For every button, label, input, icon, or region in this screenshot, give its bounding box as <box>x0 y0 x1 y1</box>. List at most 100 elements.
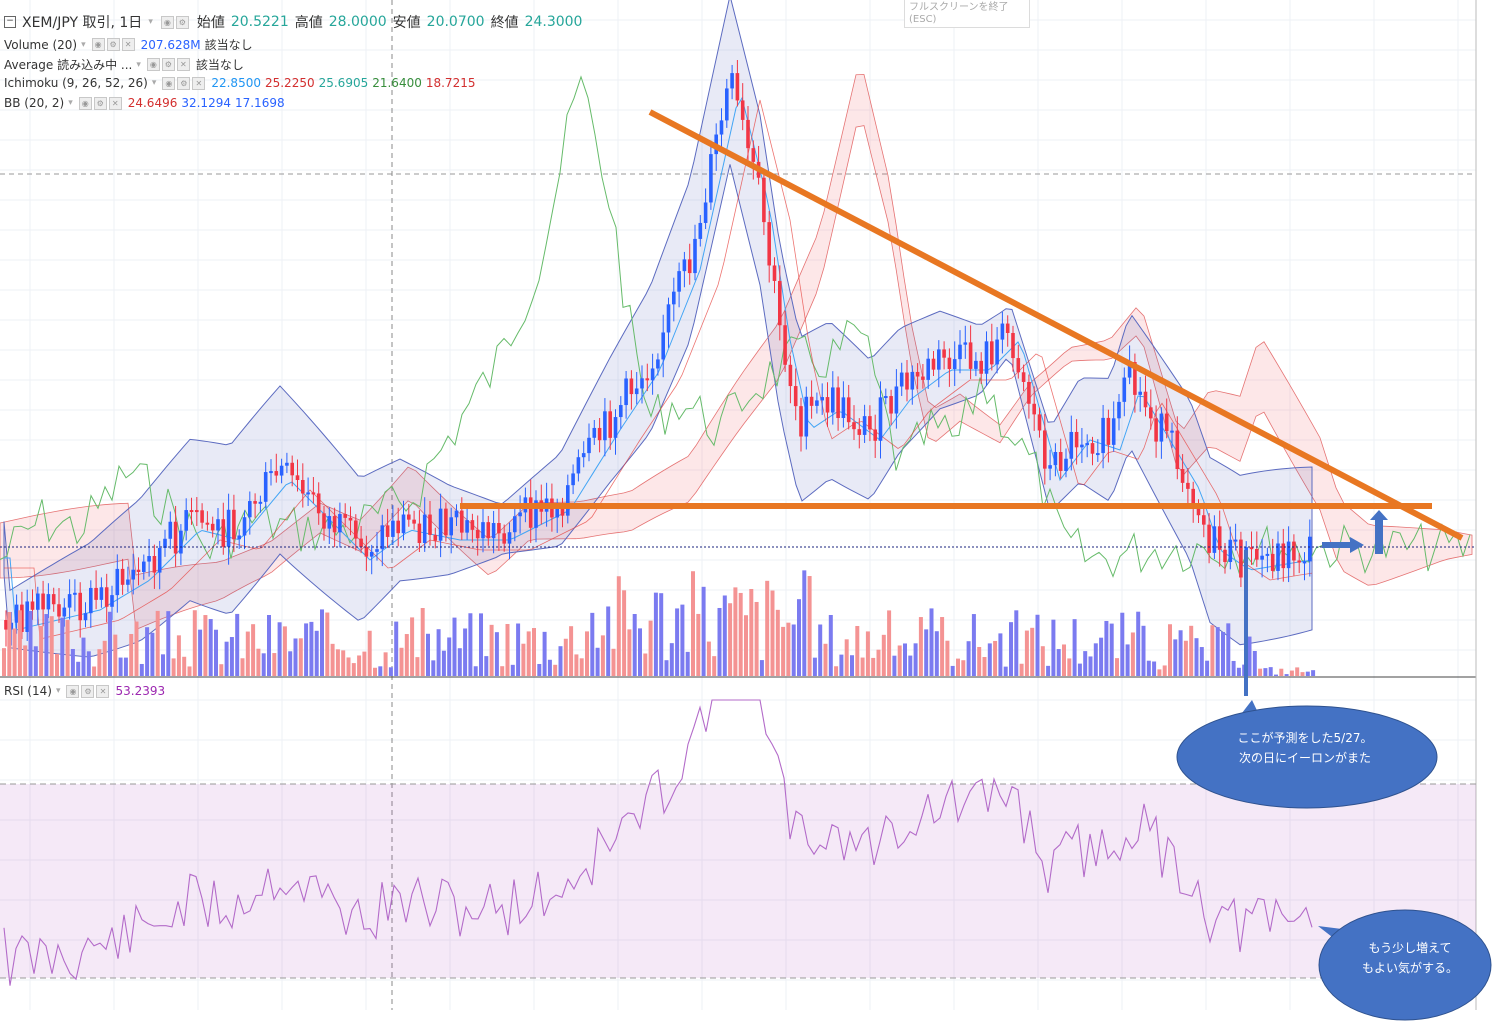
volume-bar <box>235 613 240 676</box>
eye-icon[interactable]: ◉ <box>78 96 92 110</box>
candle-body <box>937 349 941 370</box>
volume-bar <box>1189 625 1194 676</box>
candle-body <box>921 376 925 380</box>
volume-bar <box>277 622 282 676</box>
candle-body <box>279 465 284 476</box>
caret-down-icon[interactable]: ▾ <box>151 78 157 88</box>
symbol-controls[interactable]: ◉ ⚙ <box>160 15 189 29</box>
settings-icon[interactable]: ⚙ <box>81 684 95 698</box>
indicator-ichimoku[interactable]: Ichimoku (9, 26, 52, 26) ▾ ◉ ⚙ ✕ 22.8500 2… <box>4 76 475 90</box>
caret-down-icon[interactable]: ▾ <box>148 17 153 27</box>
settings-icon[interactable]: ⚙ <box>177 76 191 90</box>
indicator-volume[interactable]: Volume (20) ▾ ◉ ⚙ ✕ 207.628M 該当なし <box>4 36 253 53</box>
candle-body <box>290 462 294 476</box>
candle-body <box>189 510 194 513</box>
volume-bar <box>664 660 669 676</box>
candle-body <box>316 493 321 514</box>
indicator-controls[interactable]: ◉ ⚙ ✕ <box>146 58 190 71</box>
candle-body <box>873 429 877 441</box>
candle-body <box>1286 541 1291 569</box>
candle-body <box>412 519 416 524</box>
indicator-name[interactable]: Ichimoku (9, 26, 52, 26) <box>4 76 148 90</box>
candle-body <box>14 604 19 623</box>
caret-down-icon[interactable]: ▾ <box>136 59 141 70</box>
settings-icon[interactable]: ⚙ <box>175 15 189 29</box>
volume-bar <box>1231 660 1236 676</box>
indicator-name[interactable]: Average 読み込み中 ... <box>4 58 133 72</box>
indicator-controls[interactable]: ◉ ⚙ ✕ <box>91 38 135 51</box>
indicator-controls[interactable]: ◉ ⚙ ✕ <box>162 76 206 90</box>
volume-bar <box>86 651 91 676</box>
candle-body <box>322 513 326 529</box>
volume-bar <box>754 601 759 676</box>
close-icon[interactable]: ✕ <box>121 38 135 51</box>
volume-bar <box>102 640 107 676</box>
candle-body <box>269 471 273 474</box>
symbol-title[interactable]: XEM/JPY 取引, 1日 <box>22 15 143 31</box>
candle-body <box>513 516 517 533</box>
close-icon[interactable]: ✕ <box>176 58 190 71</box>
settings-icon[interactable]: ⚙ <box>93 96 107 110</box>
candle-body <box>656 359 660 369</box>
indicator-name[interactable]: Volume (20) <box>4 37 78 52</box>
volume-bar <box>351 663 356 676</box>
close-icon[interactable]: ✕ <box>96 684 110 698</box>
settings-icon[interactable]: ⚙ <box>106 38 120 51</box>
volume-bar <box>484 656 489 676</box>
candle-body <box>417 523 422 544</box>
volume-bar <box>76 661 81 676</box>
indicator-average[interactable]: Average 読み込み中 ... ▾ ◉ ⚙ ✕ 該当なし <box>4 56 244 73</box>
indicator-controls[interactable]: ◉ ⚙ ✕ <box>66 684 110 698</box>
volume-bar <box>17 610 22 676</box>
eye-icon[interactable]: ◉ <box>162 76 176 90</box>
volume-bar <box>28 610 33 676</box>
eye-icon[interactable]: ◉ <box>66 684 80 698</box>
indicator-value: 25.6905 <box>318 76 369 90</box>
volume-bar <box>675 608 680 676</box>
candle-body <box>1096 453 1100 456</box>
volume-bar <box>622 590 627 676</box>
candle-body <box>783 325 787 365</box>
candle-body <box>518 512 522 517</box>
candle-body <box>709 154 713 203</box>
candle-body <box>51 594 56 605</box>
caret-down-icon[interactable]: ▾ <box>81 39 86 50</box>
candle-body <box>1080 444 1084 448</box>
eye-icon[interactable]: ◉ <box>91 38 105 51</box>
volume-bar <box>834 666 839 676</box>
candle-body <box>910 371 915 390</box>
caret-down-icon[interactable]: ▾ <box>55 686 61 696</box>
candle-body <box>979 360 983 374</box>
indicator-rsi[interactable]: RSI (14) ▾ ◉ ⚙ ✕ 53.2393 <box>4 684 165 698</box>
exit-fullscreen-button[interactable]: フルスクリーンを終了 (ESC) <box>904 0 1030 28</box>
candle-body <box>327 516 332 529</box>
callout-line: もう少し増えて <box>1368 941 1452 955</box>
volume-bar <box>1289 670 1294 676</box>
indicator-bb[interactable]: BB (20, 2) ▾ ◉ ⚙ ✕ 24.6496 32.1294 17.1698 <box>4 96 285 110</box>
candle-body <box>465 520 469 533</box>
close-icon[interactable]: ✕ <box>108 96 122 110</box>
candle-body <box>1143 391 1148 408</box>
volume-bar <box>1136 611 1141 676</box>
volume-bar <box>1295 667 1300 676</box>
volume-bar <box>415 657 420 676</box>
collapse-icon[interactable]: − <box>4 16 16 28</box>
candle-body <box>253 501 257 504</box>
eye-icon[interactable]: ◉ <box>146 58 160 71</box>
candle-body <box>295 475 300 480</box>
candle-body <box>878 397 883 441</box>
arrow-up-icon <box>1370 510 1388 554</box>
indicator-controls[interactable]: ◉ ⚙ ✕ <box>78 96 122 110</box>
caret-down-icon[interactable]: ▾ <box>68 98 73 108</box>
candle-body <box>359 538 363 547</box>
indicator-name[interactable]: BB (20, 2) <box>4 96 65 110</box>
candle-body <box>163 538 167 548</box>
indicator-name[interactable]: RSI (14) <box>4 684 52 698</box>
close-icon[interactable]: ✕ <box>192 76 206 90</box>
settings-icon[interactable]: ⚙ <box>161 58 175 71</box>
eye-icon[interactable]: ◉ <box>160 15 174 29</box>
candle-body <box>57 604 61 617</box>
candle-body <box>624 378 628 406</box>
rsi-value: 53.2393 <box>115 684 166 698</box>
